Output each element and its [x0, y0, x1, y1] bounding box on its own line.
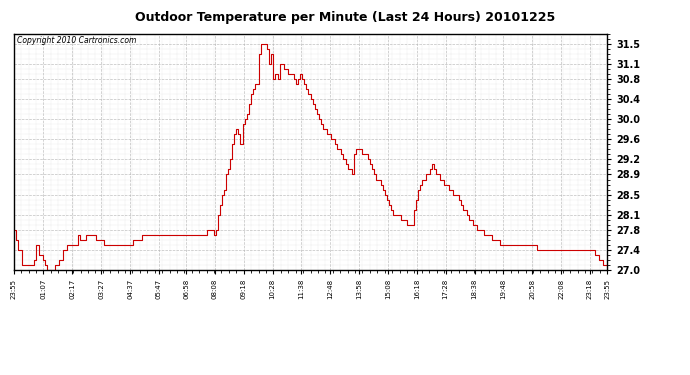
Text: Outdoor Temperature per Minute (Last 24 Hours) 20101225: Outdoor Temperature per Minute (Last 24 …: [135, 11, 555, 24]
Text: Copyright 2010 Cartronics.com: Copyright 2010 Cartronics.com: [17, 36, 136, 45]
